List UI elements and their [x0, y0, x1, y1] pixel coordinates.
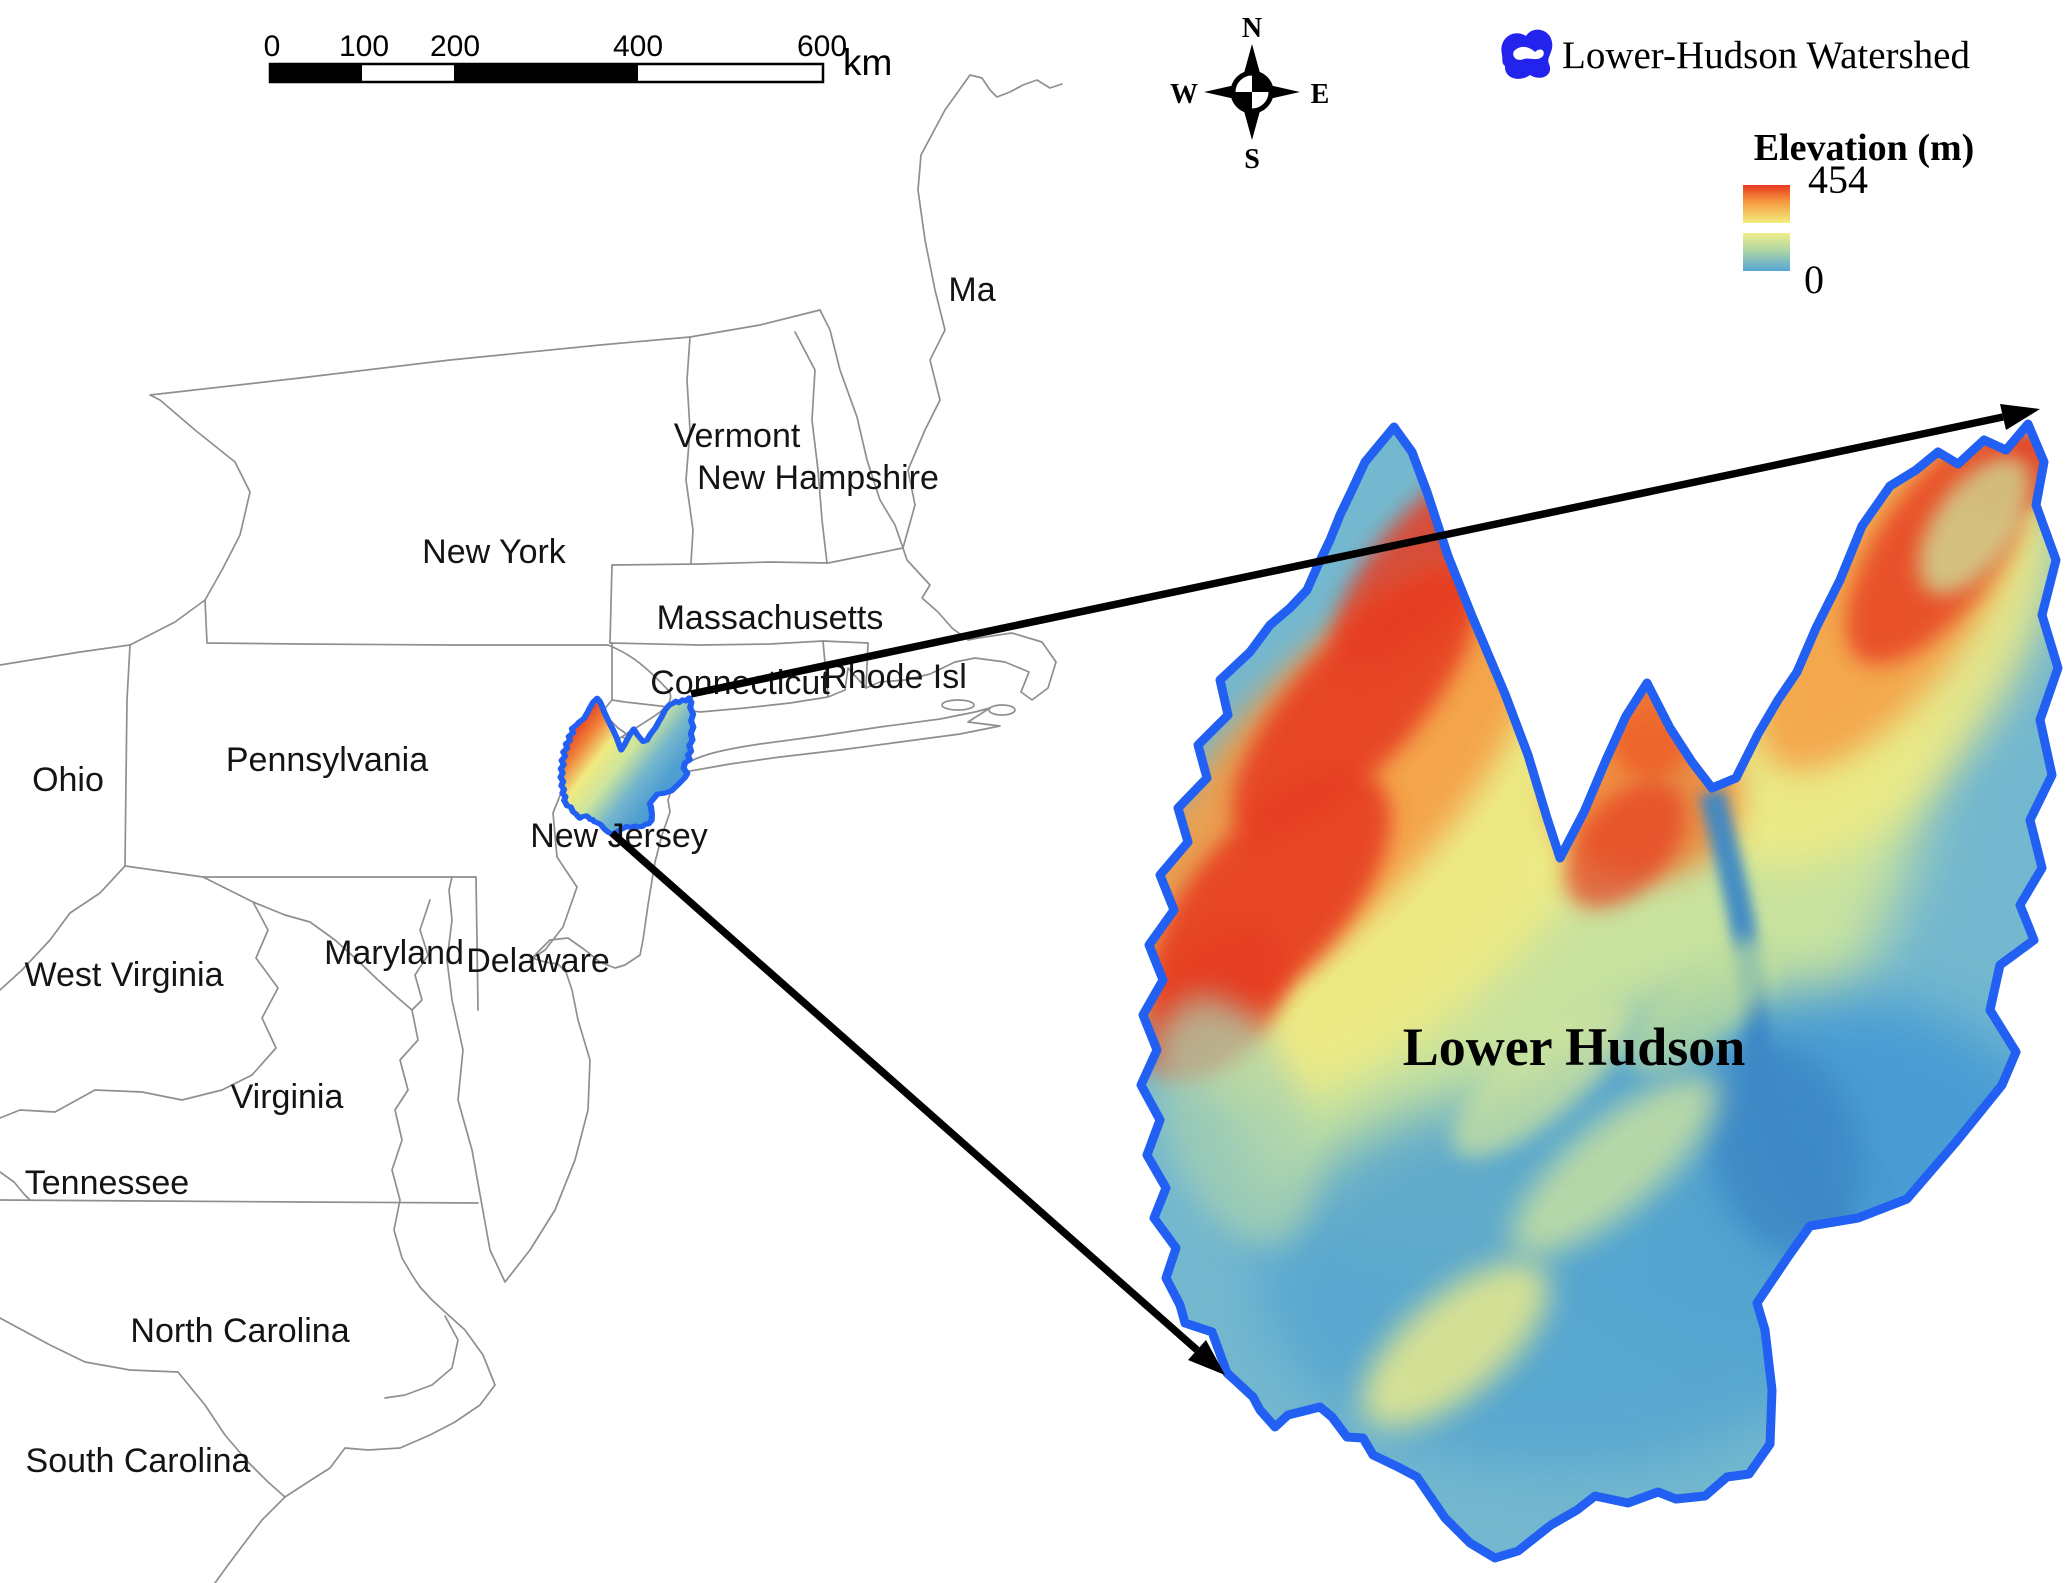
virginia-northcarolina-border: [0, 1199, 479, 1204]
state-label-massachusetts: Massachusetts: [657, 599, 884, 637]
leader-arrowhead-bottom: [1188, 1340, 1225, 1375]
legend-watershed-label: Lower-Hudson Watershed: [1562, 34, 1970, 77]
newyork-pennsylvania-border: [204, 599, 609, 646]
rhodeisland-massachusetts-border: [865, 642, 869, 689]
scale-bar-segment-3: [454, 64, 638, 82]
northcarolina-southcarolina-border: [0, 1317, 286, 1498]
newyork-vermont-border: [685, 336, 694, 564]
state-label-vermont: Vermont: [674, 417, 801, 455]
nantucket-island: [988, 704, 1016, 716]
elevation-legend-title: Elevation (m): [1754, 127, 1975, 169]
delaware-maryland-border: [475, 876, 479, 1011]
scale-tick-label-400: 400: [613, 30, 663, 63]
elevation-max-value: 454: [1808, 157, 1868, 202]
leader-line-top: [690, 413, 2004, 698]
state-borders: [0, 74, 1063, 1583]
compass-hub-quadrant-ne: [1252, 73, 1271, 92]
state-label-pennsylvania: Pennsylvania: [226, 741, 428, 779]
vermont-newhampshire-border: [794, 331, 828, 564]
state-label-tennessee: Tennessee: [25, 1164, 189, 1202]
scale-bar-segment-2: [362, 64, 454, 82]
scale-bar-segment-1: [270, 64, 362, 82]
elevation-ramp-upper: [1743, 185, 1790, 223]
great-lakes-canada-border: [0, 309, 821, 666]
elevation-raster: [1141, 424, 2058, 1558]
elevation-min-value: 0: [1804, 257, 1824, 302]
overview-map: Ma Vermont New Hampshire New York Massac…: [0, 74, 1063, 1583]
state-label-maine: Ma: [948, 271, 995, 309]
legend-watershed: Lower-Hudson Watershed: [1501, 29, 1970, 79]
scale-unit-label: km: [843, 42, 892, 83]
watershed-symbol-hole: [1513, 46, 1544, 60]
potomac-river-border: [202, 876, 413, 1011]
ohio-river-border: [0, 865, 126, 991]
scale-tick-label-100: 100: [339, 30, 389, 63]
delaware-river-border: [529, 644, 672, 961]
state-labels: Ma Vermont New Hampshire New York Massac…: [24, 271, 995, 1480]
ohio-pennsylvania-border: [124, 644, 131, 867]
maine-coastline: [902, 74, 1063, 549]
massachusetts-west-border: [609, 564, 613, 644]
hudson-river: [1699, 789, 1851, 1242]
massachusetts-south-border: [609, 640, 869, 646]
watershed-location-marker: [560, 698, 693, 834]
compass-w-label: W: [1170, 79, 1198, 110]
state-label-north-carolina: North Carolina: [130, 1312, 349, 1350]
pamlico-sound-shore: [384, 1315, 459, 1399]
leader-arrowhead-top: [2000, 404, 2040, 430]
compass-e-label: E: [1311, 79, 1330, 110]
westvirginia-virginia-border: [0, 901, 279, 1119]
newengland-coastline: [611, 547, 1057, 713]
zoom-leader-lines: [609, 404, 2040, 1375]
state-label-delaware: Delaware: [466, 942, 610, 980]
compass-hub-quadrant-sw: [1233, 92, 1252, 111]
detail-map-title: Lower Hudson: [1403, 1017, 1746, 1077]
elevation-ramp-lower: [1743, 233, 1790, 271]
state-label-west-virginia: West Virginia: [24, 956, 223, 994]
state-label-virginia: Virginia: [231, 1078, 344, 1116]
north-arrow: N W E S: [1170, 13, 1329, 175]
state-label-ohio: Ohio: [32, 761, 104, 799]
scale-tick-label-200: 200: [430, 30, 480, 63]
delmarva-coastline: [446, 876, 591, 1283]
legend-elevation: Elevation (m) 454 0: [1743, 127, 1974, 302]
newhampshire-maine-border: [819, 309, 904, 549]
marthas-vineyard-island: [941, 699, 975, 711]
southeast-coastline: [214, 1286, 496, 1583]
state-label-maryland: Maryland: [324, 934, 464, 972]
scale-bar-segment-4: [638, 64, 823, 82]
state-label-south-carolina: South Carolina: [26, 1442, 251, 1480]
detail-watershed-map: Lower Hudson: [1044, 371, 2067, 1583]
massachusetts-north-border: [611, 547, 904, 566]
watershed-marker-shape: [560, 698, 693, 834]
state-label-new-hampshire: New Hampshire: [697, 459, 939, 497]
scale-tick-label-0: 0: [264, 30, 281, 63]
compass-s-label: S: [1244, 144, 1260, 175]
scale-tick-label-600: 600: [797, 30, 847, 63]
state-label-new-york: New York: [422, 533, 567, 571]
scale-bar-outline: [268, 62, 825, 84]
long-island: [671, 707, 1001, 775]
mason-dixon-line: [124, 865, 477, 878]
tennessee-corner-border: [0, 1171, 31, 1201]
compass-n-label: N: [1242, 13, 1262, 44]
chesapeake-west-shore: [391, 899, 431, 1288]
leader-line-bottom: [609, 830, 1200, 1353]
scale-bar: 0 100 200 400 600 km: [264, 30, 892, 84]
